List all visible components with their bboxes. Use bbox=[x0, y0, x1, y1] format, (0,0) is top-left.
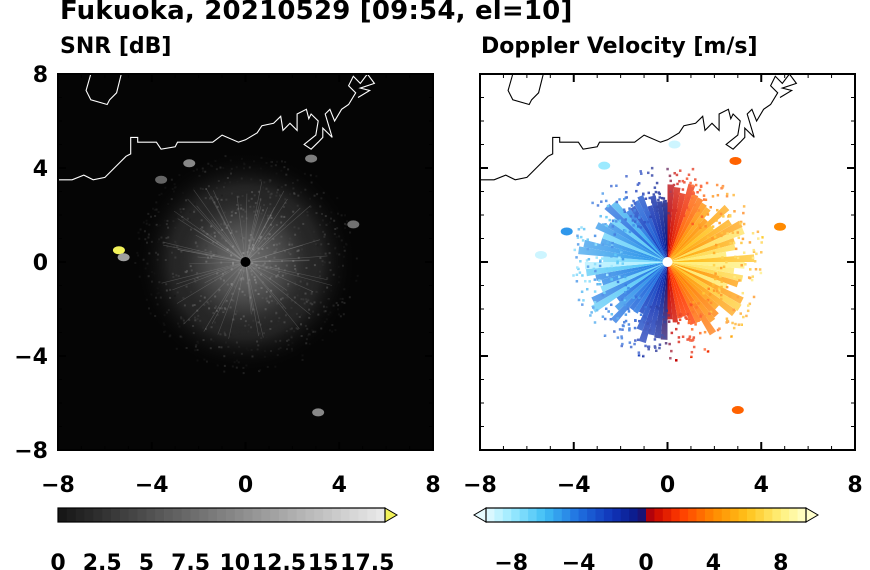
x-tick-label: −8 bbox=[463, 473, 497, 498]
echo-cell-2 bbox=[534, 250, 547, 259]
colorbar-extend-max bbox=[384, 507, 398, 523]
colorbar-extend-max bbox=[805, 507, 819, 523]
radial-rays bbox=[161, 181, 333, 339]
echo-cell-0 bbox=[598, 161, 611, 170]
x-tick-label: −8 bbox=[41, 473, 75, 498]
echo-cell-1 bbox=[560, 227, 573, 236]
colorbar-tick-label: 7.5 bbox=[171, 551, 210, 570]
colorbar-tick-label: 15 bbox=[308, 551, 339, 570]
echo-cell-0 bbox=[112, 246, 125, 255]
snr-panel bbox=[58, 74, 433, 450]
doppler-colorbar: −8 −4 0 4 8 bbox=[473, 507, 819, 570]
x-tick-label: −4 bbox=[135, 473, 169, 498]
echo-cell-5 bbox=[731, 406, 744, 415]
echo-cell-4 bbox=[774, 222, 786, 231]
colorbar-extend-min bbox=[473, 507, 487, 523]
colorbar-tick-label: 0 bbox=[638, 551, 653, 570]
colorbar-tick-label: 4 bbox=[706, 551, 721, 570]
doppler-panel bbox=[480, 74, 855, 450]
echo-cell-3 bbox=[729, 156, 742, 165]
colorbar-tick-label: 8 bbox=[773, 551, 788, 570]
x-tick-label: 4 bbox=[332, 473, 347, 498]
echo-cell-1 bbox=[117, 253, 130, 262]
colorbar-tick-label: 12.5 bbox=[252, 551, 306, 570]
y-tick-label: −4 bbox=[14, 345, 48, 370]
speckle-texture bbox=[134, 155, 359, 375]
echo-cell-3 bbox=[305, 154, 318, 163]
radar-site-marker bbox=[240, 257, 251, 267]
colorbar-tick-label: −4 bbox=[562, 551, 596, 570]
y-tick-label: 0 bbox=[33, 251, 48, 276]
y-tick-label: 4 bbox=[33, 157, 48, 182]
echo-cell-6 bbox=[668, 140, 681, 149]
colorbar-tick-label: 2.5 bbox=[83, 551, 122, 570]
echo-cell-6 bbox=[155, 175, 168, 184]
coastline-1 bbox=[85, 74, 122, 106]
coastline-0 bbox=[480, 74, 798, 181]
colorbar-tick-label: 17.5 bbox=[340, 551, 394, 570]
echo-cell-4 bbox=[347, 220, 360, 229]
y-tick-label: 8 bbox=[33, 63, 48, 88]
colorbar-tick-label: 0 bbox=[50, 551, 65, 570]
y-tick-label: −8 bbox=[14, 439, 48, 464]
echo-cell-2 bbox=[183, 159, 196, 168]
x-tick-label: 8 bbox=[847, 473, 862, 498]
doppler-axes: −8 −4 0 4 8 bbox=[463, 73, 863, 498]
figure-title: Fukuoka, 20210529 [09:54, el=10] bbox=[60, 0, 573, 26]
x-tick-label: 4 bbox=[754, 473, 769, 498]
coastline-1 bbox=[507, 74, 544, 106]
coastline-0 bbox=[58, 74, 376, 181]
x-tick-label: −4 bbox=[557, 473, 591, 498]
radar-site-marker bbox=[662, 257, 673, 267]
doppler-panel-title: Doppler Velocity [m/s] bbox=[481, 34, 758, 59]
x-tick-label: 0 bbox=[238, 473, 253, 498]
echo-cell-5 bbox=[312, 408, 325, 417]
snr-colorbar: 0 2.5 5 7.5 10 12.5 15 17.5 bbox=[50, 507, 398, 570]
colorbar-tick-label: −8 bbox=[494, 551, 528, 570]
colorbar-tick-label: 5 bbox=[139, 551, 154, 570]
snr-axes: −8 −4 0 4 8 8 4 0 −4 −8 bbox=[14, 63, 440, 498]
colorbar-tick-label: 10 bbox=[219, 551, 250, 570]
snr-panel-title: SNR [dB] bbox=[60, 34, 172, 59]
x-tick-label: 8 bbox=[425, 473, 440, 498]
x-tick-label: 0 bbox=[660, 473, 675, 498]
